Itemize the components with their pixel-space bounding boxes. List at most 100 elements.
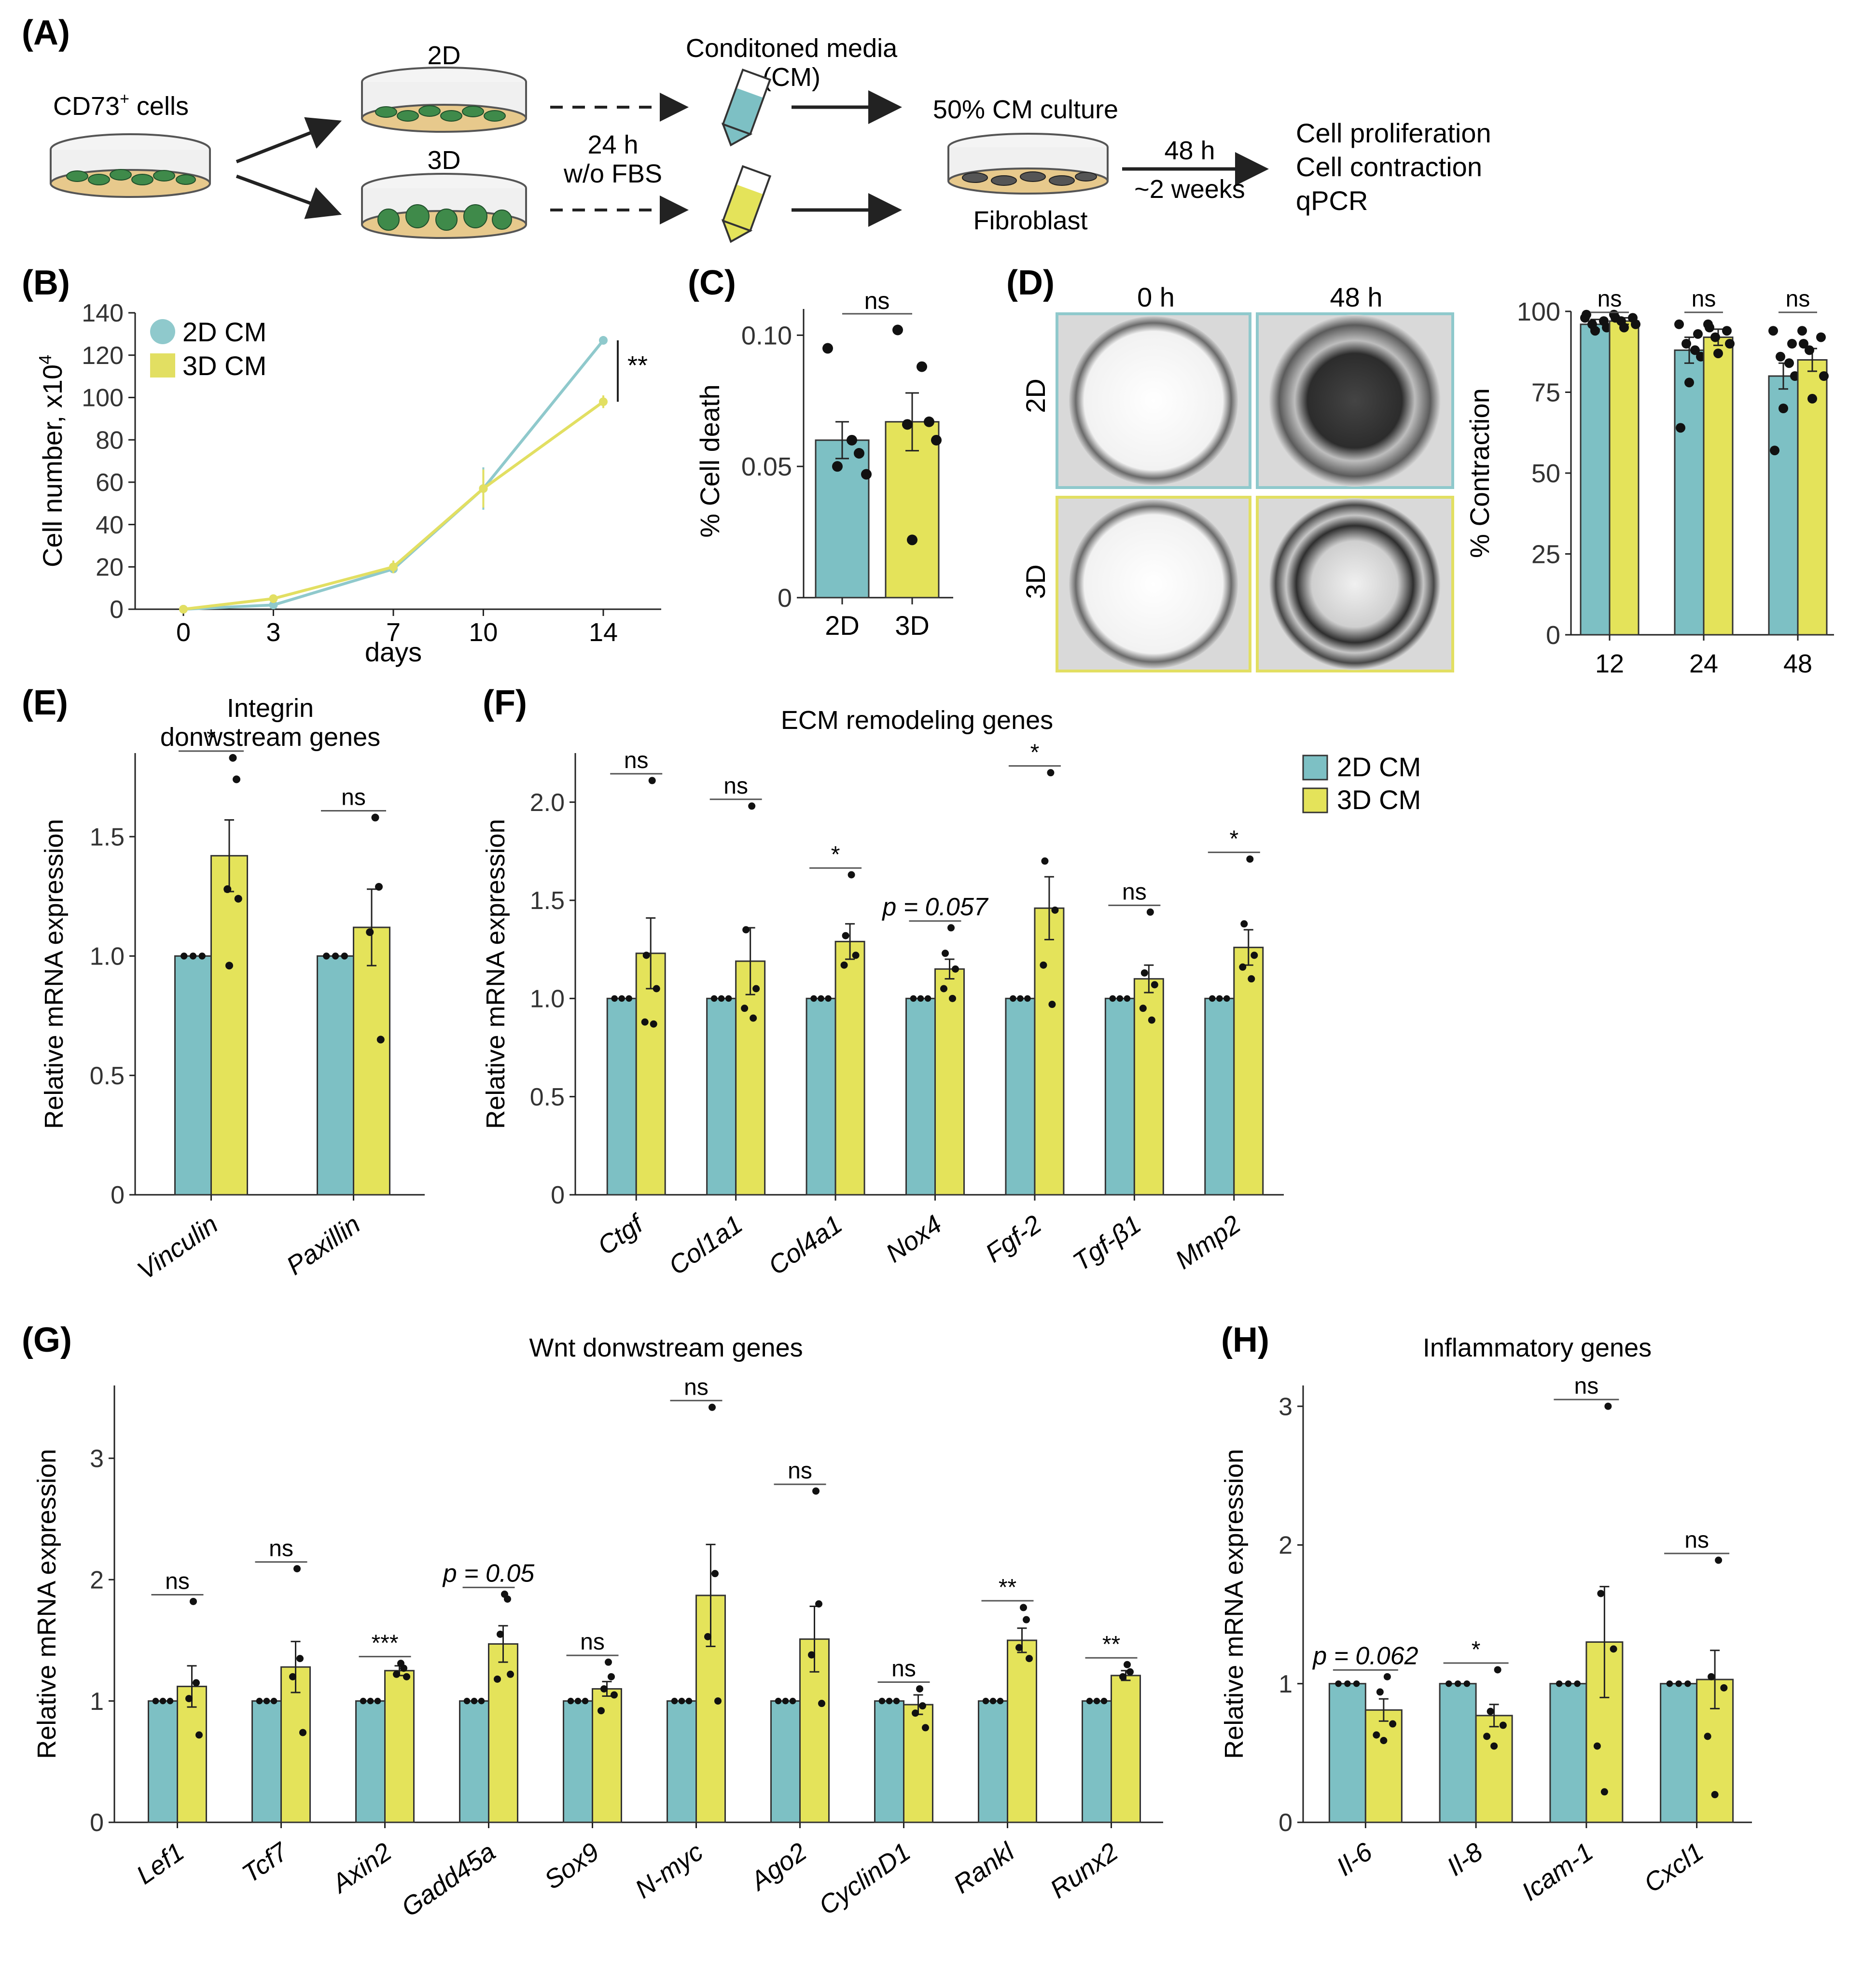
panel-a-label: (A) xyxy=(22,14,70,52)
sig-label: ns xyxy=(684,1374,709,1400)
bar-3d-4 xyxy=(1034,907,1065,1196)
well-2d-0h xyxy=(1056,312,1251,489)
y-tick-label: 2.0 xyxy=(530,789,565,817)
bar-3d-4 xyxy=(592,1688,622,1823)
data-point xyxy=(854,448,864,459)
data-point xyxy=(507,1670,514,1678)
data-point xyxy=(225,962,233,970)
data-point xyxy=(924,995,931,1002)
y-tick-label: 1.5 xyxy=(90,823,125,851)
sig-label: ns xyxy=(269,1536,293,1562)
time-2weeks-label: ~2 weeks xyxy=(1134,175,1245,204)
x-tick-label: CyclinD1 xyxy=(814,1837,916,1921)
y-tick-label: 1 xyxy=(90,1688,104,1716)
legend-2d-label: 2D CM xyxy=(1337,752,1421,782)
data-point xyxy=(653,985,660,993)
y-tick-label: 1.0 xyxy=(530,985,565,1013)
y-tick-label: 100 xyxy=(1517,297,1560,326)
y-axis-title: Cell number, x104 xyxy=(35,355,68,567)
sig-label: ns xyxy=(864,287,890,314)
data-point xyxy=(1100,1697,1108,1705)
data-point xyxy=(815,1600,822,1608)
x-tick-label: Rankl xyxy=(948,1837,1020,1899)
bar-2d-1 xyxy=(251,1700,282,1823)
bar-3d-2 xyxy=(834,940,865,1196)
chart-title: Inflammatory genes xyxy=(1423,1333,1652,1362)
y-tick-label: 80 xyxy=(96,426,124,454)
data-point xyxy=(886,1697,893,1705)
cm-abbrev-label: (CM) xyxy=(763,63,820,92)
data-point xyxy=(341,952,348,960)
x-tick-label: 10 xyxy=(469,618,498,647)
data-point xyxy=(931,434,942,446)
d-col-48h: 48 h xyxy=(1330,282,1383,312)
data-point xyxy=(709,1403,716,1411)
data-point xyxy=(848,871,855,879)
y-tick-label: 60 xyxy=(96,469,124,497)
data-point xyxy=(1674,319,1684,329)
data-point xyxy=(1710,332,1720,342)
y-tick-label: 1 xyxy=(1278,1670,1292,1698)
data-point xyxy=(179,605,188,614)
data-point xyxy=(1797,326,1807,336)
x-tick-label: Gadd45a xyxy=(396,1837,500,1923)
data-point xyxy=(269,594,278,603)
bar-2d-5 xyxy=(667,1700,697,1823)
data-point xyxy=(808,1651,815,1659)
bar-2d-24 xyxy=(1674,349,1705,636)
x-tick-label: Tcf7 xyxy=(237,1837,294,1889)
y-tick-label: 1.5 xyxy=(530,887,565,915)
data-point xyxy=(471,1697,478,1705)
y-tick-label: 25 xyxy=(1531,540,1560,569)
data-point xyxy=(625,995,632,1002)
data-point xyxy=(1389,1720,1397,1728)
data-point xyxy=(1124,995,1131,1002)
data-point xyxy=(1216,995,1223,1002)
y-tick-label: 120 xyxy=(82,342,124,370)
x-tick-label: Fgf-2 xyxy=(980,1210,1047,1268)
data-point xyxy=(642,951,650,959)
y-axis-title: Relative mRNA expression xyxy=(1220,1449,1249,1759)
data-point xyxy=(1711,1791,1719,1799)
panel-b-label: (B) xyxy=(22,264,70,302)
data-point xyxy=(504,1595,511,1603)
legend-3d-swatch xyxy=(1302,787,1328,813)
data-point xyxy=(952,965,959,973)
legend-3d-swatch xyxy=(150,353,175,378)
data-point xyxy=(376,1035,385,1044)
data-point xyxy=(185,1695,193,1703)
x-tick-label: 0 xyxy=(176,618,191,647)
y-tick-label: 3 xyxy=(90,1445,104,1473)
data-point xyxy=(685,1697,693,1705)
data-point xyxy=(825,995,832,1002)
y-tick-label: 0 xyxy=(111,1181,125,1209)
data-point xyxy=(1040,961,1047,969)
data-point xyxy=(1239,963,1247,971)
sig-label: ns xyxy=(1598,286,1622,312)
without-fbs-label: w/o FBS xyxy=(563,159,662,188)
data-point xyxy=(1124,1661,1131,1668)
bar-3d-1 xyxy=(353,926,390,1196)
data-point xyxy=(852,951,860,959)
y-tick-label: 100 xyxy=(82,384,124,412)
data-point xyxy=(1041,857,1049,865)
sig-label: ns xyxy=(1692,286,1716,312)
data-point xyxy=(567,1697,574,1705)
chart-f: 0 0.5 1.0 1.5 2.0 ECM remodeling genes Relativ… xyxy=(481,706,1284,1281)
data-point xyxy=(1805,345,1814,355)
data-point xyxy=(1010,995,1016,1002)
data-point xyxy=(940,985,947,993)
bar-2d-6 xyxy=(770,1700,801,1823)
data-point xyxy=(1376,1688,1384,1696)
bar-3d-24 xyxy=(1703,336,1734,636)
data-point xyxy=(919,1702,926,1710)
data-point xyxy=(1148,1016,1155,1024)
data-point xyxy=(782,1697,789,1705)
chart-title: Integrin xyxy=(227,694,314,723)
bar-3d-6 xyxy=(1233,947,1264,1196)
data-point xyxy=(1715,1556,1723,1564)
data-point xyxy=(1246,855,1254,863)
x-tick-label: Tgf-β1 xyxy=(1068,1210,1146,1277)
data-point xyxy=(611,995,618,1002)
